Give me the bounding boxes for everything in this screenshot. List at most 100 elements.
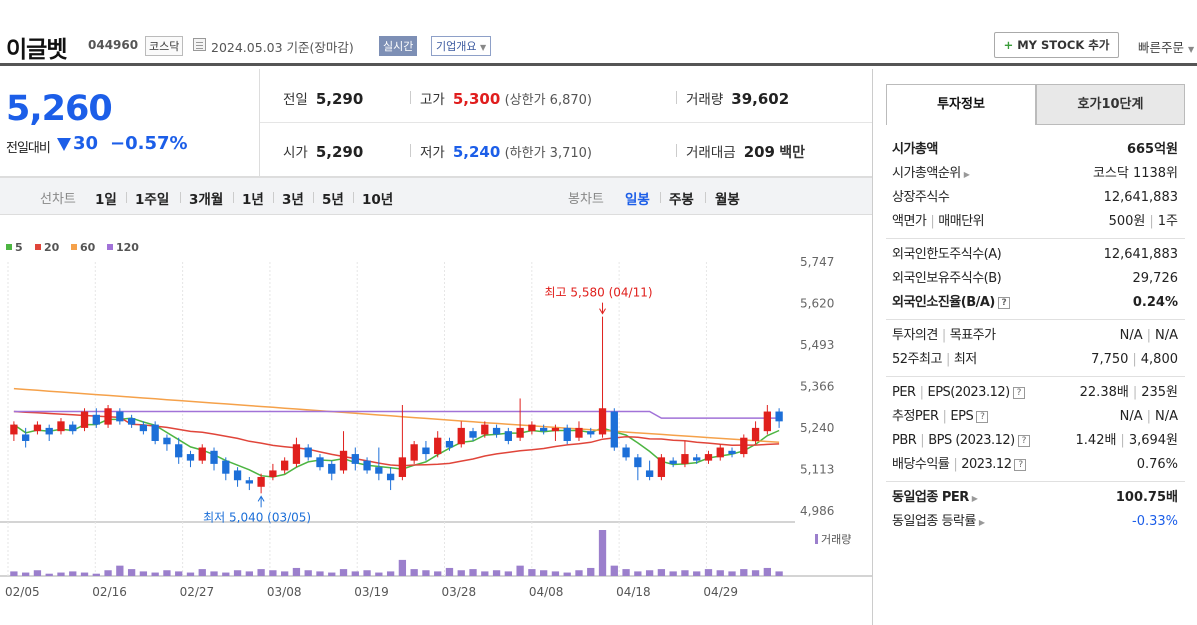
price-change-percent: −0.57% bbox=[110, 133, 188, 154]
volume-bar bbox=[245, 571, 253, 576]
info-dividend: 배당수익률 | 2023.12? 0.76% bbox=[892, 457, 1178, 472]
candle-body bbox=[316, 457, 324, 468]
high-arrow-head bbox=[599, 308, 606, 315]
volume-bar bbox=[233, 570, 242, 576]
volume-bar bbox=[281, 571, 289, 576]
candle-body bbox=[22, 434, 30, 441]
help-icon[interactable]: ? bbox=[997, 296, 1010, 309]
candle-body bbox=[10, 424, 18, 435]
candle-body bbox=[69, 424, 77, 432]
volume-bar bbox=[127, 569, 136, 576]
help-icon[interactable]: ? bbox=[1012, 386, 1025, 399]
legend-label: 5 bbox=[15, 241, 23, 254]
candle-body bbox=[222, 460, 230, 474]
volume-bar bbox=[410, 569, 418, 576]
candle-body bbox=[681, 454, 689, 464]
candle-body bbox=[575, 427, 583, 438]
volume-legend-label: 거래량 bbox=[821, 533, 851, 546]
candle-body bbox=[516, 427, 524, 438]
candle-body bbox=[504, 431, 512, 441]
realtime-button[interactable]: 실시간 bbox=[379, 36, 418, 56]
legend-swatch bbox=[107, 244, 113, 250]
candle-body bbox=[281, 460, 289, 471]
candle-body bbox=[469, 431, 477, 438]
candle-body bbox=[269, 470, 277, 477]
legend-label: 60 bbox=[80, 241, 96, 254]
price-chart[interactable]: 5 20 60 120 02/05 02/16 02/27 03/08 03/19 03/28 04… bbox=[0, 216, 872, 625]
volume-bar bbox=[33, 570, 42, 576]
low-annotation: 최저 5,040 (03/05) bbox=[203, 510, 311, 524]
info-industry-rate[interactable]: 동일업종 등락률 ▶ -0.33% bbox=[892, 514, 1178, 529]
candle-body bbox=[610, 411, 618, 448]
volume-bar bbox=[210, 571, 218, 576]
volume-bar bbox=[551, 571, 560, 576]
high-price: 고가 5,300 (상한가 6,870) bbox=[420, 90, 592, 108]
candle-body bbox=[434, 437, 442, 455]
low-arrow-head bbox=[257, 495, 265, 502]
candle-body bbox=[457, 427, 465, 445]
volume-bar bbox=[304, 570, 312, 576]
volume-bar bbox=[375, 572, 383, 576]
y-tick-label: 5,113 bbox=[800, 462, 834, 476]
help-icon[interactable]: ? bbox=[1014, 458, 1027, 471]
volume-bar bbox=[222, 572, 230, 576]
volume-bar bbox=[775, 571, 783, 576]
company-info-button[interactable]: 기업개요 ▼ bbox=[431, 36, 492, 56]
period-daily[interactable]: 일봉 bbox=[625, 192, 650, 208]
period-3m[interactable]: 3개월 bbox=[189, 192, 224, 208]
period-weekly[interactable]: 주봉 bbox=[669, 192, 694, 208]
help-icon[interactable]: ? bbox=[976, 410, 989, 423]
volume-bar bbox=[445, 567, 454, 576]
volume-bar bbox=[57, 572, 65, 576]
volume-bar bbox=[69, 571, 77, 576]
legend-swatch bbox=[35, 244, 41, 250]
period-5y[interactable]: 5년 bbox=[322, 192, 344, 208]
period-1w[interactable]: 1주일 bbox=[135, 192, 170, 208]
tab-investment-info[interactable]: 투자정보 bbox=[886, 84, 1036, 125]
candle-body bbox=[410, 444, 418, 461]
info-foreign-ratio: 외국인소진율(B/A)? 0.24% bbox=[892, 295, 1178, 310]
candle-body bbox=[198, 447, 206, 461]
price-panel: 5,260 전일대비 30 −0.57% 전일 5,290 고가 5,300 (상한… bbox=[0, 69, 872, 177]
candle-body bbox=[104, 408, 112, 425]
volume-bar bbox=[540, 570, 548, 576]
add-mystock-button[interactable]: + MY STOCK 추가 bbox=[994, 32, 1119, 58]
investment-info: 시가총액 665억원 시가총액순위 ▶ 코스닥 1138위 상장주식수 12,641,8… bbox=[886, 134, 1185, 538]
info-per-eps: PER | EPS(2023.12)? 22.38배 | 235원 bbox=[892, 385, 1178, 400]
candle-body bbox=[245, 480, 253, 484]
period-1y[interactable]: 1년 bbox=[242, 192, 264, 208]
volume-bar bbox=[751, 570, 760, 576]
candle-body bbox=[351, 454, 359, 464]
info-group-opinion: 투자의견 | 목표주가 N/A | N/A 52주최고 | 최저 7,750 | 4,800 bbox=[886, 320, 1185, 377]
candlestick-chart-svg: 5 20 60 120 02/05 02/16 02/27 03/08 03/19 03/28 04… bbox=[0, 241, 872, 599]
volume-bar bbox=[669, 571, 677, 576]
candle-body bbox=[386, 473, 395, 481]
info-foreign-hold: 외국인보유주식수(B) 29,726 bbox=[892, 271, 1178, 286]
volume-bar bbox=[657, 569, 666, 576]
info-cap-rank[interactable]: 시가총액순위 ▶ 코스닥 1138위 bbox=[892, 166, 1178, 181]
stock-header: 이글벳 044960 코스닥 2024.05.03 기준(장마감) 실시간 기업… bbox=[0, 0, 1197, 66]
candle-body bbox=[233, 470, 242, 481]
company-info-label: 기업개요 bbox=[436, 40, 477, 53]
period-1d[interactable]: 1일 bbox=[95, 192, 117, 208]
period-monthly[interactable]: 월봉 bbox=[715, 192, 740, 208]
info-group-industry: 동일업종 PER ▶ 100.75배 동일업종 등락률 ▶ -0.33% bbox=[886, 482, 1185, 538]
period-3y[interactable]: 3년 bbox=[282, 192, 304, 208]
tab-order-book[interactable]: 호가10단계 bbox=[1036, 84, 1185, 125]
help-icon[interactable]: ? bbox=[1017, 434, 1030, 447]
volume-bar bbox=[681, 570, 689, 576]
x-tick-label: 04/08 bbox=[529, 585, 564, 599]
stock-code: 044960 bbox=[88, 38, 139, 52]
period-selector: 선차트 1일 1주일 3개월 1년 3년 5년 10년 봉차트 일봉 주봉 월봉 bbox=[0, 177, 872, 215]
candle-body bbox=[151, 424, 159, 441]
price-change: 30 bbox=[73, 133, 99, 154]
quick-order-label: 빠른주문 bbox=[1138, 40, 1185, 55]
quick-order-menu[interactable]: 빠른주문 ▼ bbox=[1138, 37, 1194, 56]
high-annotation: 최고 5,580 (04/11) bbox=[545, 286, 653, 300]
x-tick-label: 02/05 bbox=[5, 585, 40, 599]
info-est-per: 추정PER | EPS? N/A | N/A bbox=[892, 409, 1178, 424]
info-industry-per[interactable]: 동일업종 PER ▶ 100.75배 bbox=[892, 490, 1178, 505]
candle-body bbox=[328, 463, 336, 474]
info-group-valuation: PER | EPS(2023.12)? 22.38배 | 235원 추정PER | EPS? N… bbox=[886, 377, 1185, 482]
period-10y[interactable]: 10년 bbox=[362, 192, 394, 208]
